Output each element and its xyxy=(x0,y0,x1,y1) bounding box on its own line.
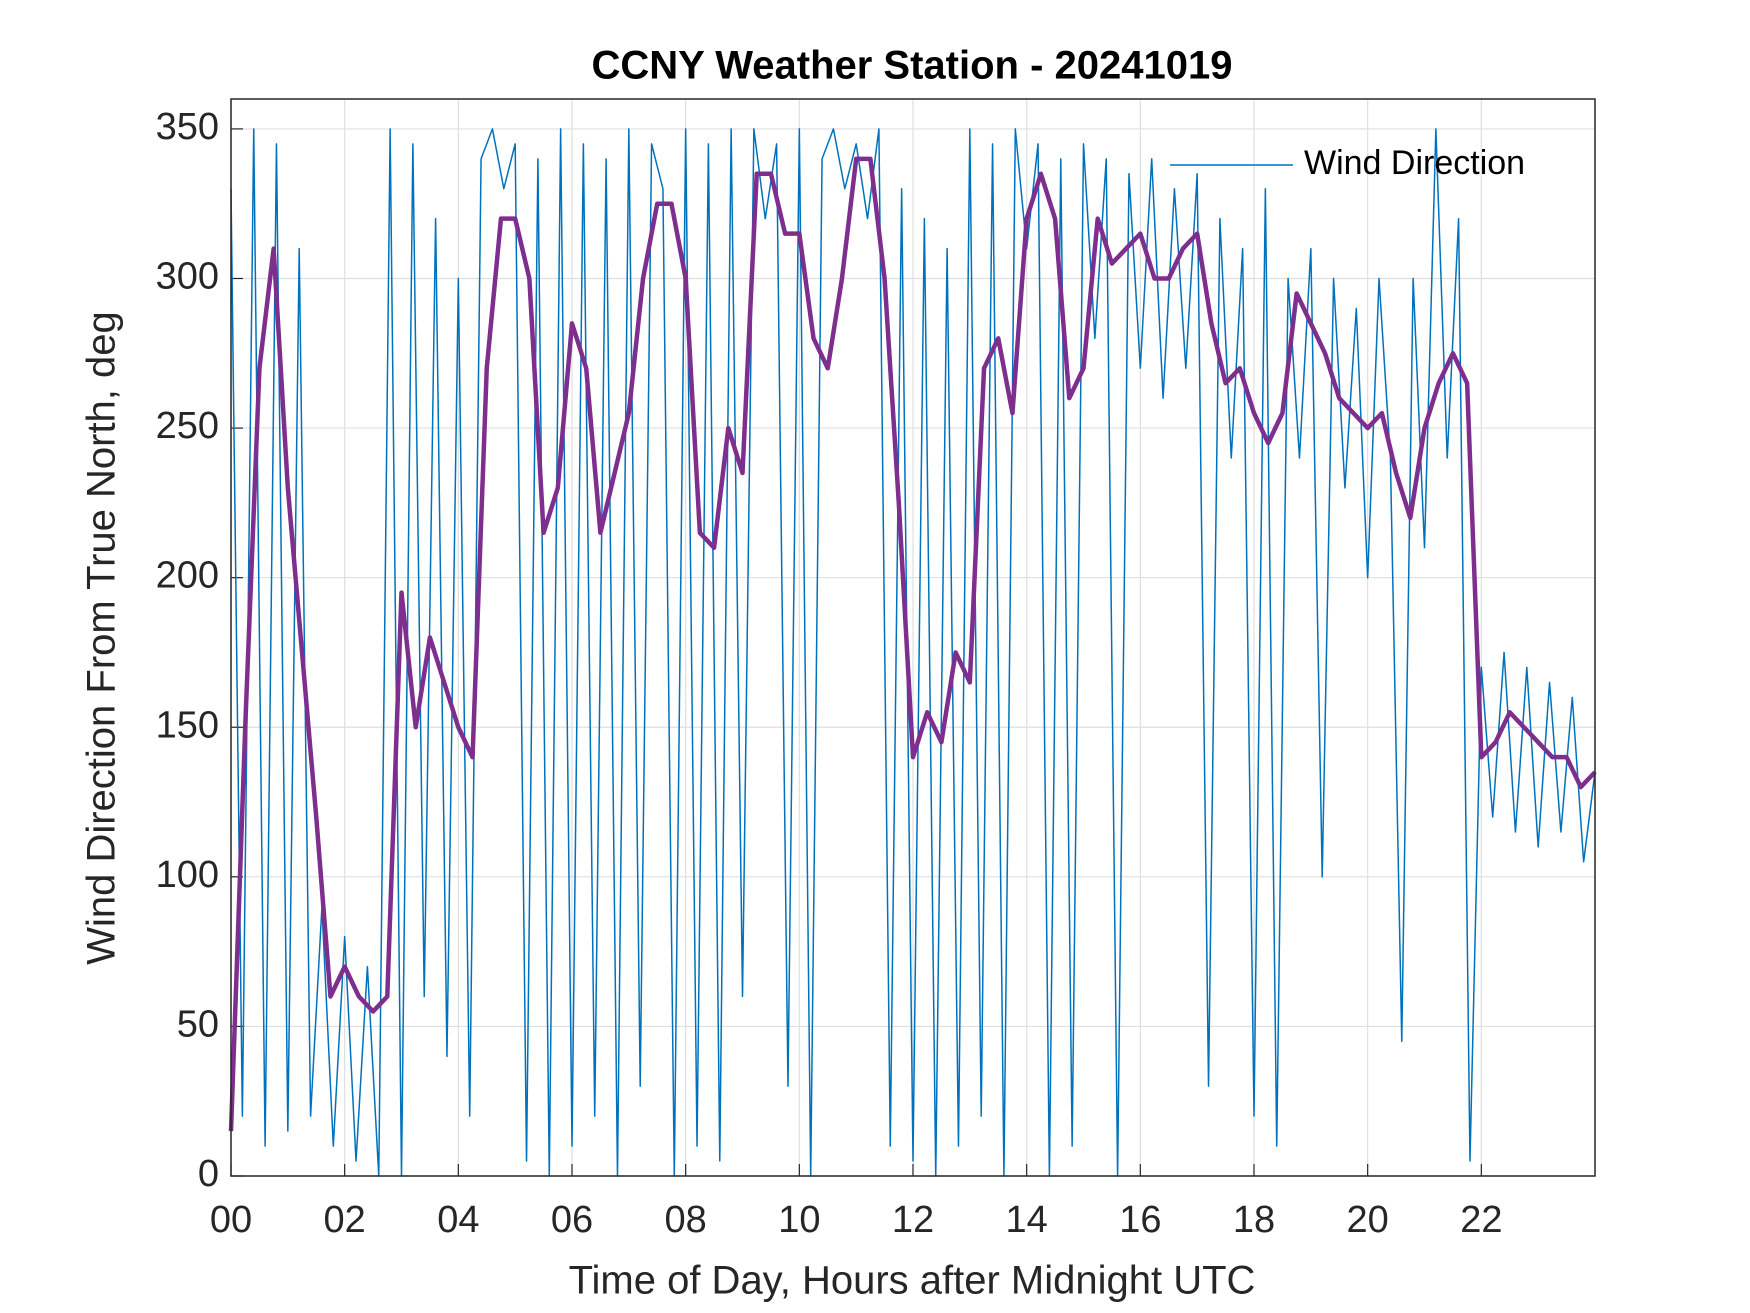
chart-title: CCNY Weather Station - 20241019 xyxy=(592,44,1233,88)
x-axis-label: Time of Day, Hours after Midnight UTC xyxy=(569,1259,1256,1303)
y-tick-label: 100 xyxy=(156,854,219,896)
x-tick-label: 16 xyxy=(1119,1199,1161,1241)
x-tick-label: 12 xyxy=(892,1199,934,1241)
x-tick-label: 04 xyxy=(437,1199,479,1241)
data-line xyxy=(228,156,1597,1132)
y-tick-label: 0 xyxy=(198,1153,219,1195)
x-tick-label: 14 xyxy=(1006,1199,1048,1241)
y-tick-label: 200 xyxy=(156,555,219,597)
x-tick-label: 00 xyxy=(210,1199,252,1241)
x-tick-label: 08 xyxy=(665,1199,707,1241)
y-axis-label: Wind Direction From True North, deg xyxy=(80,311,124,965)
x-tick-label: 06 xyxy=(551,1199,593,1241)
plot-frame xyxy=(230,98,1596,1177)
legend-label: Wind Direction xyxy=(1304,144,1525,182)
x-tick-label: 18 xyxy=(1233,1199,1275,1241)
x-tick-label: 22 xyxy=(1460,1199,1502,1241)
y-tick-label: 300 xyxy=(156,256,219,298)
y-tick-label: 250 xyxy=(156,405,219,447)
y-tick-label: 150 xyxy=(156,704,219,746)
data-line xyxy=(230,128,1596,1177)
x-tick-label: 20 xyxy=(1347,1199,1389,1241)
y-tick-label: 50 xyxy=(177,1003,219,1045)
y-tick-label: 350 xyxy=(156,106,219,148)
x-tick-label: 02 xyxy=(324,1199,366,1241)
x-tick-label: 10 xyxy=(778,1199,820,1241)
